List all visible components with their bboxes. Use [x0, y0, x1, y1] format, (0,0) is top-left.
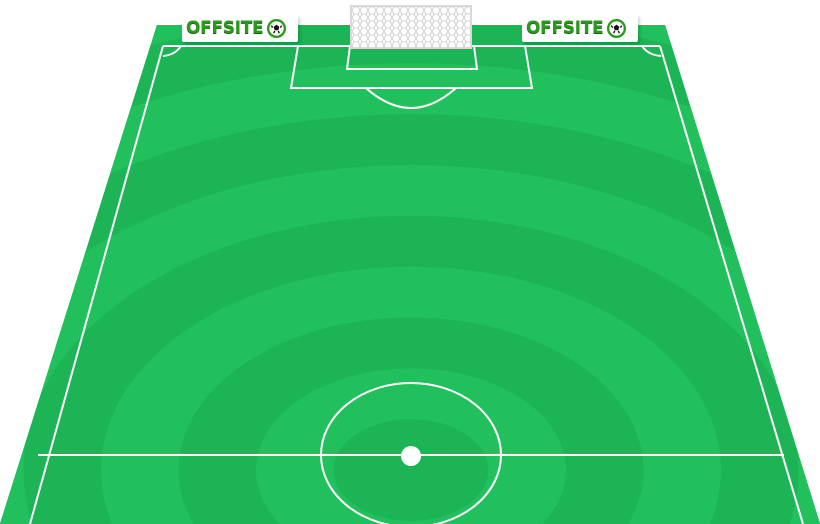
soccer-ball-icon	[266, 18, 287, 39]
centre-spot	[401, 446, 421, 466]
banner-left-text: OFFSITE	[186, 18, 263, 38]
goal	[351, 6, 471, 48]
offsite-banner-left: OFFSITE	[182, 14, 298, 42]
goal-net	[351, 6, 471, 48]
soccer-ball-icon	[606, 18, 627, 39]
banner-right-text: OFFSITE	[526, 18, 603, 38]
grass-stripe	[334, 419, 489, 521]
offsite-banner-right: OFFSITE	[522, 14, 638, 42]
